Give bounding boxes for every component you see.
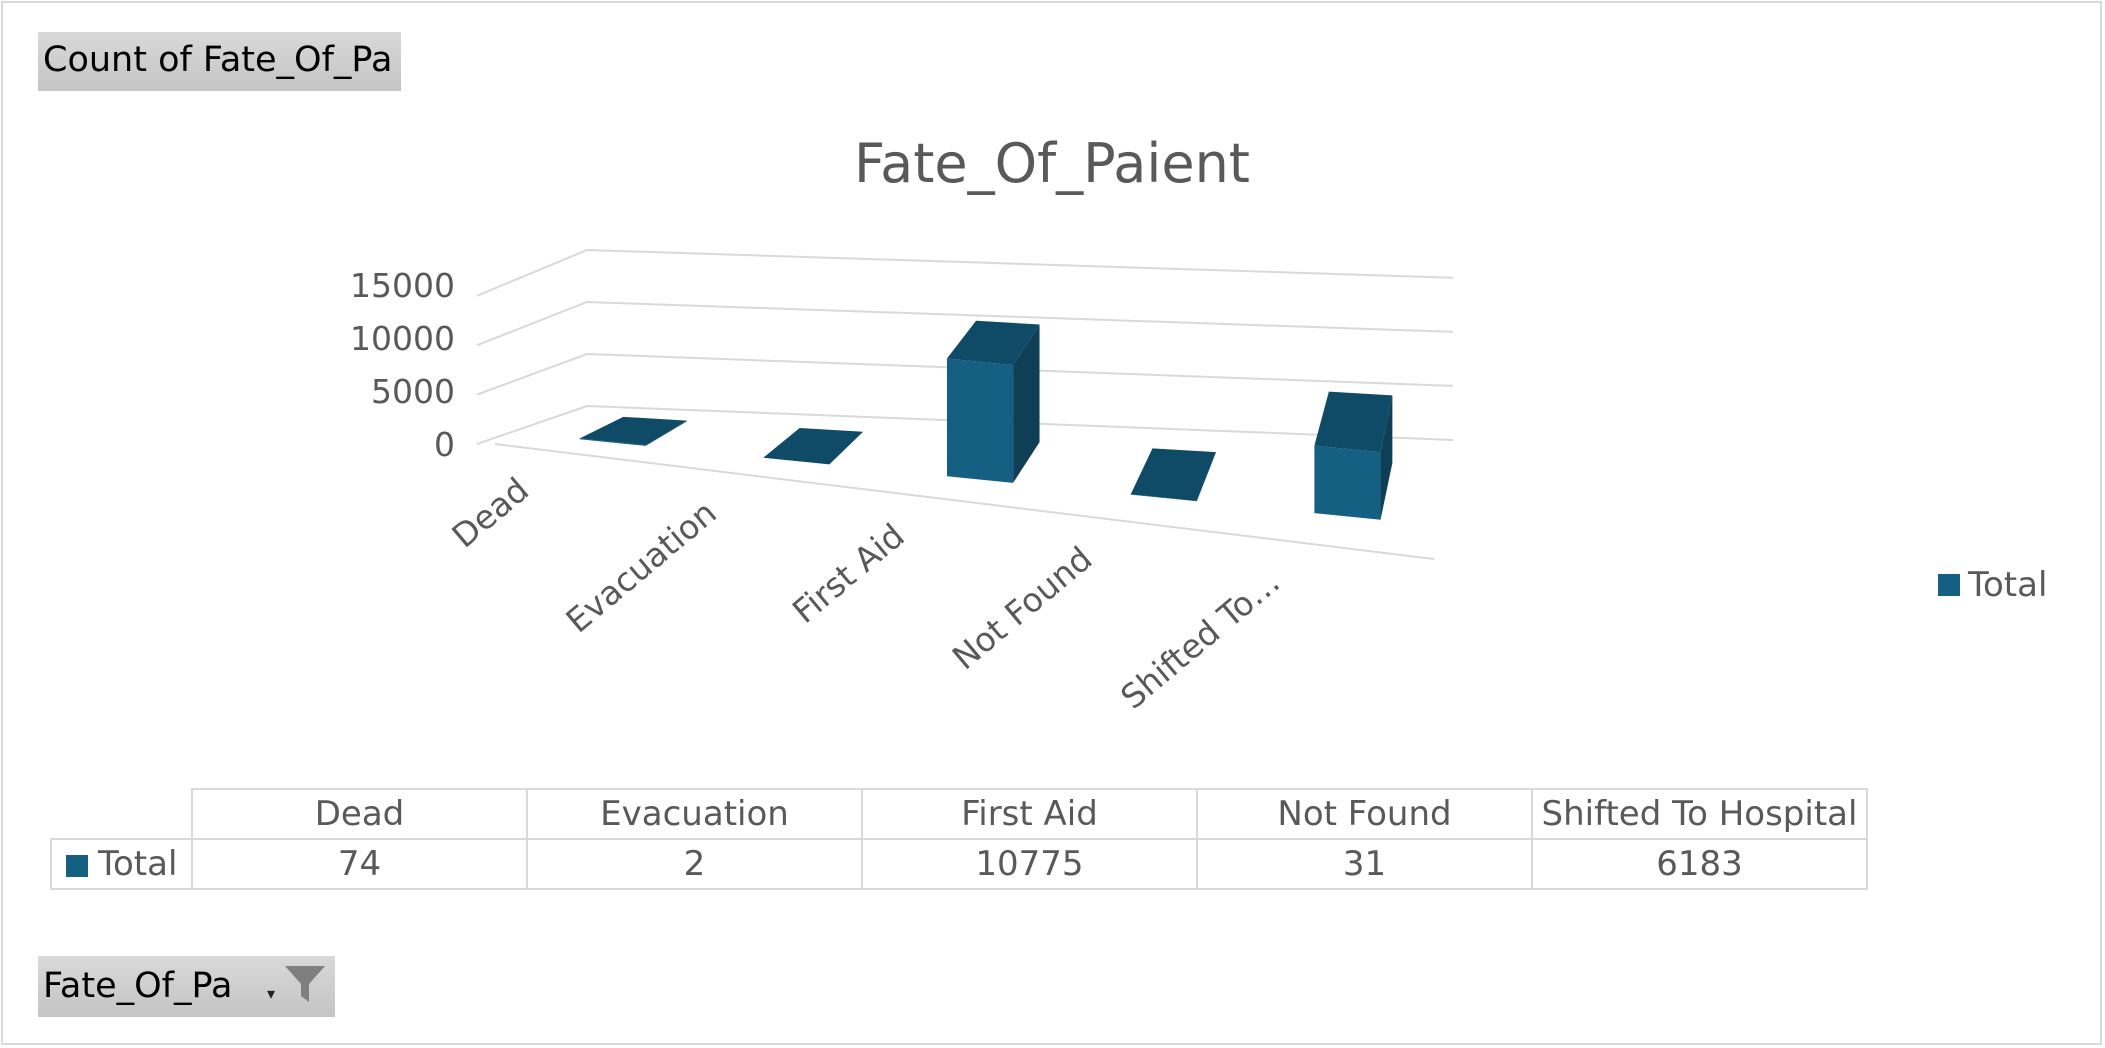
axis-field-label: Fate_Of_Pa [43,966,233,1006]
bar-top [1130,448,1216,501]
x-tick-label: First Aid [785,516,912,631]
legend-swatch [1938,574,1960,596]
chart-title: Fate_Of_Paient [854,132,1250,195]
bar [1314,445,1381,520]
data-table-row: Total 74 2 10775 31 6183 [50,838,1868,890]
bar-side [1013,324,1040,483]
gridlines [476,248,1454,560]
axis-field-button[interactable]: Fate_Of_Pa ▾ [38,956,335,1017]
gridline [476,248,1454,297]
data-table-corner [51,789,193,840]
y-axis-ticks: 15000 10000 5000 0 [350,266,455,464]
value-field-label: Count of Fate_Of_Pa [43,40,393,80]
bars [579,320,1393,520]
bar [763,457,830,465]
data-table-header-row: Dead Evacuation First Aid Not Found Shif… [51,788,1868,840]
gridline [476,352,1454,396]
bar [946,358,1014,483]
data-table-cell: 10775 [861,838,1198,890]
bar-top [1314,391,1393,453]
bar-side [645,420,687,446]
floor-front-edge [494,443,1435,560]
data-table-header: Shifted To Hospital [1531,788,1868,840]
bar-side [829,431,864,465]
legend: Total [1938,565,2047,605]
bar [579,438,646,446]
chart-data-table: Dead Evacuation First Aid Not Found Shif… [50,788,1868,890]
bar-side [1196,452,1216,502]
bar-top [763,428,864,465]
bar-side [1380,395,1393,520]
x-tick-label: Not Found [945,539,1100,678]
gridline [476,404,1454,445]
dropdown-arrow-icon[interactable]: ▾ [267,984,276,1003]
y-tick-label: 10000 [350,319,455,358]
data-table-cell: 6183 [1531,838,1868,890]
funnel-icon[interactable] [283,962,327,1006]
y-tick-label: 0 [434,425,455,464]
x-tick-label: Evacuation [559,493,724,641]
data-table-header: First Aid [861,788,1198,840]
data-table-row-label: Total [50,838,193,890]
data-table-cell: 31 [1196,838,1533,890]
bar-top [579,416,687,446]
data-table-header: Evacuation [526,788,863,840]
x-tick-label: Shifted To… [1113,562,1287,717]
bar [1130,494,1197,502]
data-table-header: Not Found [1196,788,1533,840]
bar-top [946,320,1040,366]
data-table-header: Dead [191,788,528,840]
data-table-cell: 2 [526,838,863,890]
value-field-button[interactable]: Count of Fate_Of_Pa [38,32,401,91]
y-tick-label: 15000 [350,266,455,305]
y-tick-label: 5000 [371,372,455,411]
row-label-text: Total [98,844,178,884]
x-tick-label: Dead [444,470,536,556]
series-swatch [66,855,88,877]
gridline [476,300,1454,347]
x-axis-labels: Dead Evacuation First Aid Not Found Shifted … [444,470,1287,717]
chart-plot: Fate_Of_Paient 15000 10000 5000 0 Dead Evacu… [350,132,2047,717]
data-table-cell: 74 [191,838,528,890]
legend-label-total: Total [1967,565,2047,605]
